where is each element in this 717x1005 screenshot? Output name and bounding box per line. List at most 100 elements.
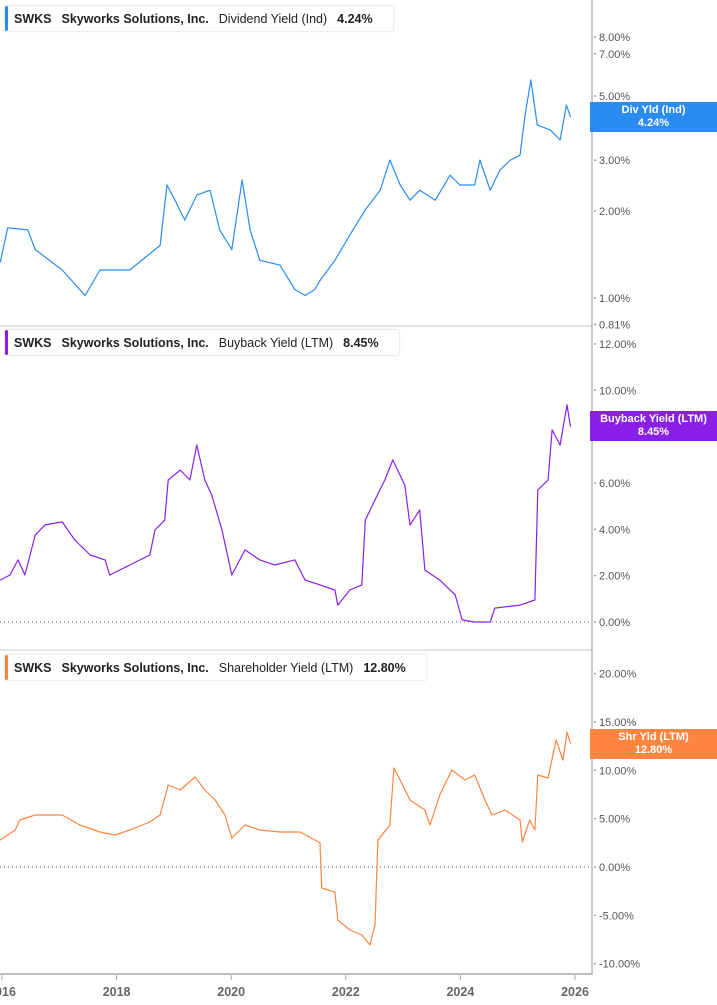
data-point [384, 479, 386, 481]
data-point [393, 767, 395, 769]
data-point [509, 159, 511, 161]
data-point [547, 777, 549, 779]
data-point [224, 814, 226, 816]
y-tick-label: 2.00% [599, 206, 630, 218]
data-point [209, 189, 211, 191]
data-point [549, 129, 551, 131]
data-point [334, 259, 336, 261]
data-point [299, 831, 301, 833]
x-tick-label: 2018 [103, 985, 131, 999]
y-tick-mark [594, 482, 596, 484]
data-point [99, 269, 101, 271]
data-point [334, 891, 336, 893]
value-tag-shareholder-yield: Shr Yld (LTM) 12.80% [590, 729, 717, 759]
data-point [529, 819, 531, 821]
y-tick-label: 8.00% [599, 32, 630, 44]
data-point [484, 799, 486, 801]
legend-shareholder-yield: SWKS Skyworks Solutions, Inc. Shareholde… [4, 654, 427, 681]
data-point [9, 574, 11, 576]
data-point [565, 104, 567, 106]
legend-ticker: SWKS [14, 11, 52, 26]
data-point [244, 824, 246, 826]
legend-color-bar [5, 330, 8, 355]
data-point [221, 529, 223, 531]
data-point [61, 521, 63, 523]
data-point [439, 794, 441, 796]
data-point [104, 559, 106, 561]
data-point [279, 264, 281, 266]
data-point [196, 444, 198, 446]
data-point [491, 814, 493, 816]
data-point [361, 584, 363, 586]
data-point [129, 269, 131, 271]
data-point [449, 174, 451, 176]
tag-value: 8.45% [637, 426, 670, 438]
data-point [409, 199, 411, 201]
data-point [259, 259, 261, 261]
data-point [319, 584, 321, 586]
data-point [167, 784, 169, 786]
data-point [404, 484, 406, 486]
data-point [259, 559, 261, 561]
panel-2: 12.00%10.00%8.00%6.00%4.00%2.00%0.00% [0, 339, 637, 629]
legend-metric: Dividend Yield (Ind) [218, 11, 328, 26]
data-point [349, 234, 351, 236]
data-point [211, 494, 213, 496]
y-tick-mark [594, 343, 596, 345]
data-point [429, 824, 431, 826]
data-point [249, 229, 251, 231]
y-tick-mark [594, 866, 596, 868]
data-point [0, 261, 1, 263]
data-point [214, 799, 216, 801]
y-tick-label: 1.00% [599, 293, 630, 305]
data-point [489, 189, 491, 191]
y-tick-mark [594, 817, 596, 820]
x-tick-label: 2024 [446, 985, 474, 999]
value-tag-dividend-yield: Div Yld (Ind) 4.24% [590, 102, 717, 132]
data-point [159, 244, 161, 246]
data-point [399, 779, 401, 781]
y-tick-mark [594, 52, 596, 55]
data-point [349, 589, 351, 591]
data-point [479, 159, 481, 161]
data-point [319, 279, 321, 281]
data-point [24, 574, 26, 576]
data-point [154, 529, 156, 531]
data-point [521, 841, 523, 843]
data-point [274, 564, 276, 566]
data-point [44, 524, 46, 526]
y-tick-mark [594, 769, 596, 772]
y-tick-label: 5.00% [599, 814, 630, 826]
data-point [424, 569, 426, 571]
legend-color-bar [5, 6, 8, 31]
legend-company: Skyworks Solutions, Inc. [61, 335, 209, 350]
x-tick-label: 2016 [0, 985, 16, 999]
y-tick-label: 6.00% [599, 478, 630, 490]
series-line-2 [0, 404, 571, 623]
y-tick-label: 15.00% [599, 717, 637, 729]
y-tick-mark [594, 95, 596, 97]
data-point [547, 479, 549, 481]
x-tick-label: 2020 [217, 985, 245, 999]
data-point [454, 594, 456, 596]
data-point [189, 479, 191, 481]
legend-value: 12.80% [363, 660, 406, 675]
data-point [379, 189, 381, 191]
data-point [89, 554, 91, 556]
tag-value: 12.80% [634, 744, 673, 756]
data-point [537, 489, 539, 491]
data-point [244, 549, 246, 551]
legend-value: 4.24% [337, 11, 373, 26]
data-point [149, 554, 151, 556]
data-point [231, 249, 233, 251]
y-tick-mark [594, 389, 596, 392]
data-point [474, 184, 476, 186]
data-point [27, 229, 29, 231]
data-point [464, 779, 466, 781]
data-point [489, 621, 491, 623]
data-point [559, 444, 561, 446]
legend-value: 8.45% [343, 335, 379, 350]
data-point [392, 459, 394, 461]
data-point [84, 295, 86, 297]
data-point [374, 499, 376, 501]
